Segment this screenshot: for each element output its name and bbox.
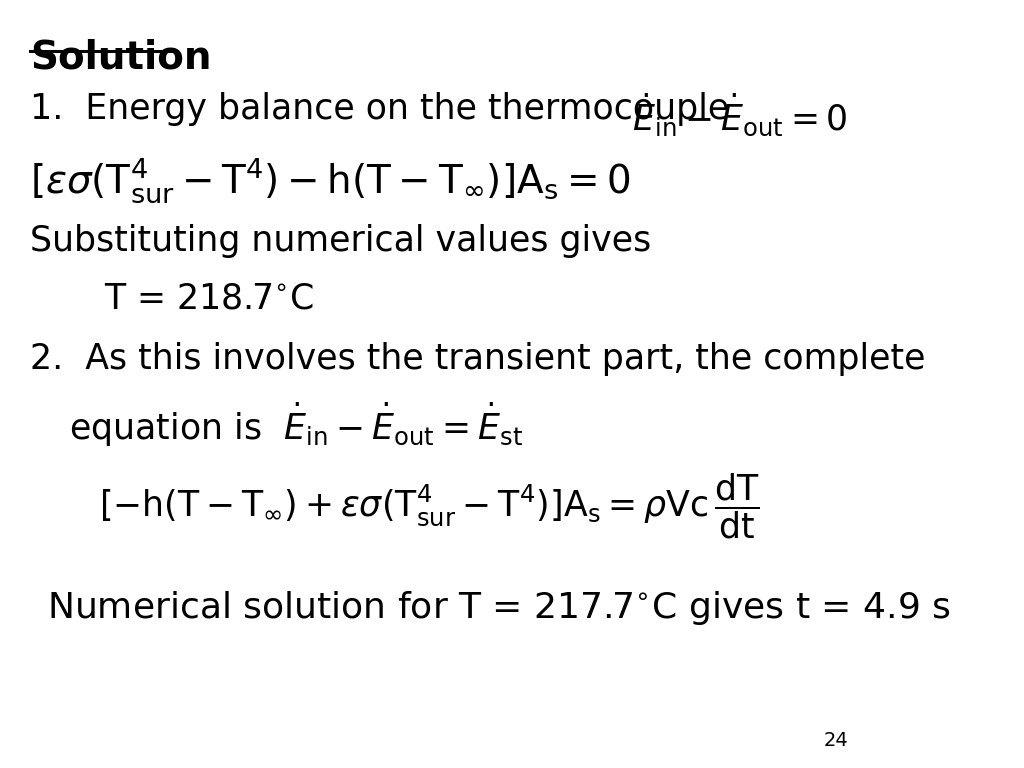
Text: 2.  As this involves the transient part, the complete: 2. As this involves the transient part, … xyxy=(30,343,926,376)
Text: 24: 24 xyxy=(823,731,849,750)
Text: Numerical solution for T = 217.7$^{\circ}$C gives t = 4.9 s: Numerical solution for T = 217.7$^{\circ… xyxy=(47,589,951,627)
Text: Solution: Solution xyxy=(30,38,212,76)
Text: T = 218.7$^{\circ}$C: T = 218.7$^{\circ}$C xyxy=(103,281,314,316)
Text: $\dot{E}_{\mathrm{in}} - \dot{E}_{\mathrm{out}} = 0$: $\dot{E}_{\mathrm{in}} - \dot{E}_{\mathr… xyxy=(632,91,848,138)
Text: 1.  Energy balance on the thermocouple: 1. Energy balance on the thermocouple xyxy=(30,91,729,125)
Text: $[\varepsilon\sigma(\mathrm{T}_{\mathrm{sur}}^{4} - \mathrm{T}^{4}) - \mathrm{h}: $[\varepsilon\sigma(\mathrm{T}_{\mathrm{… xyxy=(30,156,631,205)
Text: equation is  $\dot{E}_{\mathrm{in}} - \dot{E}_{\mathrm{out}} = \dot{E}_{\mathrm{: equation is $\dot{E}_{\mathrm{in}} - \do… xyxy=(69,401,523,449)
Text: Substituting numerical values gives: Substituting numerical values gives xyxy=(30,224,651,259)
Text: $[-\mathrm{h}(\mathrm{T} - \mathrm{T}_{\infty}) + \varepsilon\sigma(\mathrm{T}_{: $[-\mathrm{h}(\mathrm{T} - \mathrm{T}_{\… xyxy=(99,472,760,541)
